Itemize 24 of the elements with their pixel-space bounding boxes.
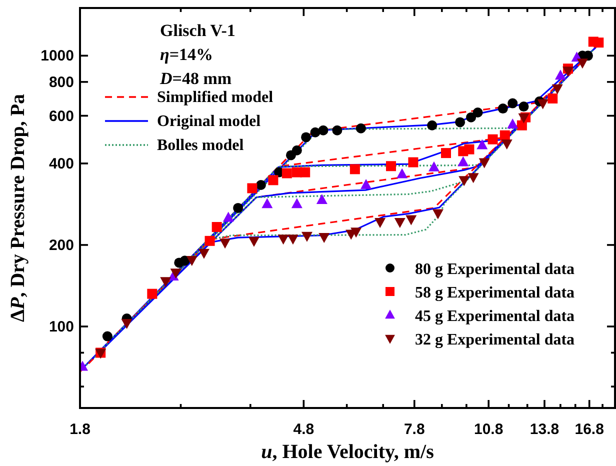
annotation: η=14% [160, 45, 214, 64]
y-tick-label: 600 [48, 108, 74, 125]
legend-label: 80 g Experimental data [415, 261, 575, 278]
legend-label: 32 g Experimental data [415, 332, 575, 348]
legend-label: Simplified model [157, 89, 274, 106]
y-tick-label: 1000 [40, 48, 74, 65]
y-tick-label: 200 [48, 236, 74, 254]
legend-label: 58 g Experimental data [415, 284, 575, 302]
x-tick-label: 7.8 [404, 421, 425, 438]
x-axis-title: u, Hole Velocity, m/s [261, 441, 434, 463]
x-tick-label: 13.8 [530, 421, 560, 438]
y-tick-label: 800 [48, 74, 74, 91]
legend-label: Bolles model [157, 137, 244, 154]
legend-label: 45 g Experimental data [415, 308, 575, 325]
y-axis-title: ΔP, Dry Pressure Drop, Pa [7, 94, 29, 322]
y-tick-label: 400 [48, 155, 74, 172]
x-tick-label: 4.8 [293, 421, 314, 438]
x-tick-label: 10.8 [474, 421, 504, 438]
x-tick-label: 1.8 [70, 421, 90, 438]
x-tick-label: 16.8 [574, 421, 604, 438]
legend-label: Original model [157, 113, 262, 130]
y-tick-label: 100 [48, 318, 74, 336]
annotation: D=48 mm [159, 69, 232, 88]
annotation: Glisch V-1 [160, 21, 236, 40]
